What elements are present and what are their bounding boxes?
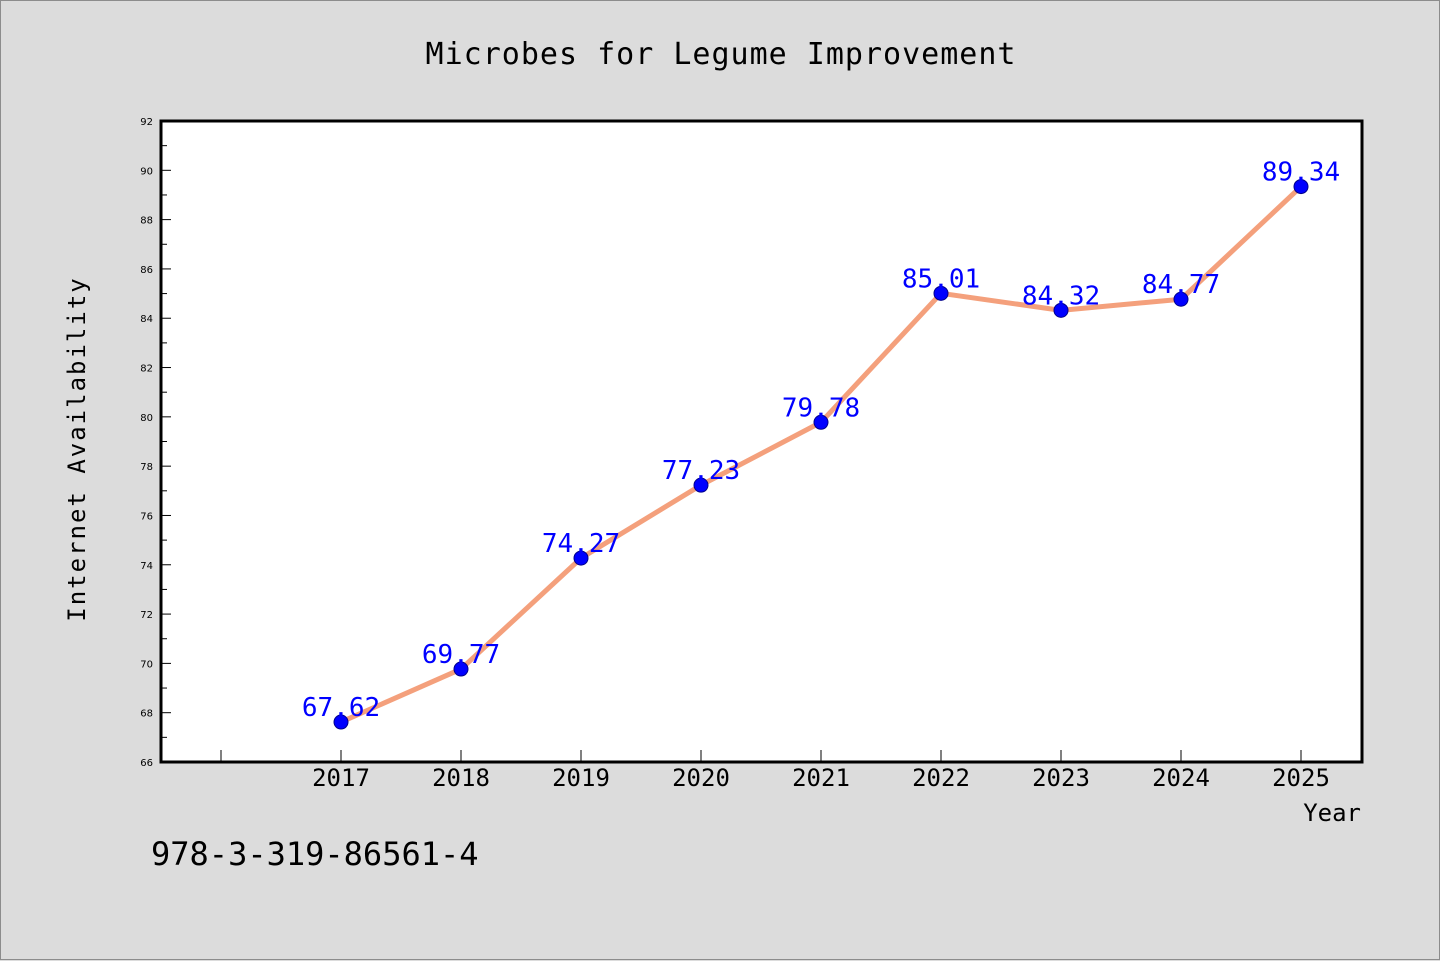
x-axis: 2017 2018 2019 2020 2021 2022 2023 2024 2025 bbox=[220, 750, 1330, 792]
data-label: 77.23 bbox=[662, 456, 740, 486]
data-point bbox=[453, 661, 469, 677]
x-tick-label: 2020 bbox=[672, 764, 730, 792]
data-label: 89.34 bbox=[1262, 158, 1340, 188]
y-tick-label: 82 bbox=[140, 364, 153, 375]
data-label: 79.78 bbox=[782, 393, 860, 423]
y-tick-label: 86 bbox=[140, 265, 153, 276]
x-tick-label: 2025 bbox=[1272, 764, 1330, 792]
y-tick-label: 92 bbox=[140, 117, 153, 128]
plot-area bbox=[159, 119, 1364, 764]
x-tick-label: 2024 bbox=[1152, 764, 1210, 792]
data-point bbox=[1293, 179, 1309, 195]
y-tick-label: 78 bbox=[140, 462, 153, 473]
x-tick-label: 2018 bbox=[432, 764, 490, 792]
isbn-annotation: 978-3-319-86561-4 bbox=[151, 835, 479, 873]
data-labels: 67.62 69.77 74.27 77.23 79.78 85.01 84.32 84.77… bbox=[302, 158, 1340, 723]
data-point bbox=[813, 414, 829, 430]
y-tick-label: 66 bbox=[140, 758, 153, 769]
x-tick-label: 2017 bbox=[312, 764, 370, 792]
y-tick-label: 68 bbox=[140, 709, 153, 720]
data-point bbox=[933, 285, 949, 301]
x-tick-label: 2021 bbox=[792, 764, 850, 792]
x-axis-label: Year bbox=[1303, 799, 1361, 827]
y-tick-label: 90 bbox=[140, 166, 153, 177]
data-label: 84.77 bbox=[1142, 270, 1220, 300]
data-point bbox=[1053, 302, 1069, 318]
data-point bbox=[1173, 291, 1189, 307]
chart-title: Microbes for Legume Improvement bbox=[426, 37, 1017, 72]
data-point bbox=[333, 714, 349, 730]
data-label: 69.77 bbox=[422, 640, 500, 670]
x-tick-label: 2022 bbox=[912, 764, 970, 792]
x-tick-label: 2019 bbox=[552, 764, 610, 792]
y-tick-label: 80 bbox=[140, 413, 153, 424]
y-tick-label: 72 bbox=[140, 610, 153, 621]
data-markers bbox=[333, 179, 1309, 730]
data-label: 84.32 bbox=[1022, 281, 1100, 311]
data-label: 74.27 bbox=[542, 529, 620, 559]
data-label: 67.62 bbox=[302, 693, 380, 723]
y-axis-label: Internet Availability bbox=[63, 276, 91, 621]
data-point bbox=[573, 550, 589, 566]
data-point bbox=[693, 477, 709, 493]
y-axis: 66 68 70 72 74 76 78 80 82 84 86 88 90 92 bbox=[140, 117, 171, 769]
x-tick-label: 2023 bbox=[1032, 764, 1090, 792]
y-tick-label: 74 bbox=[140, 561, 153, 572]
data-label: 85.01 bbox=[902, 264, 980, 294]
y-tick-label: 76 bbox=[140, 511, 153, 522]
y-tick-label: 70 bbox=[140, 659, 153, 670]
y-tick-label: 88 bbox=[140, 216, 153, 227]
y-tick-label: 84 bbox=[140, 314, 153, 325]
